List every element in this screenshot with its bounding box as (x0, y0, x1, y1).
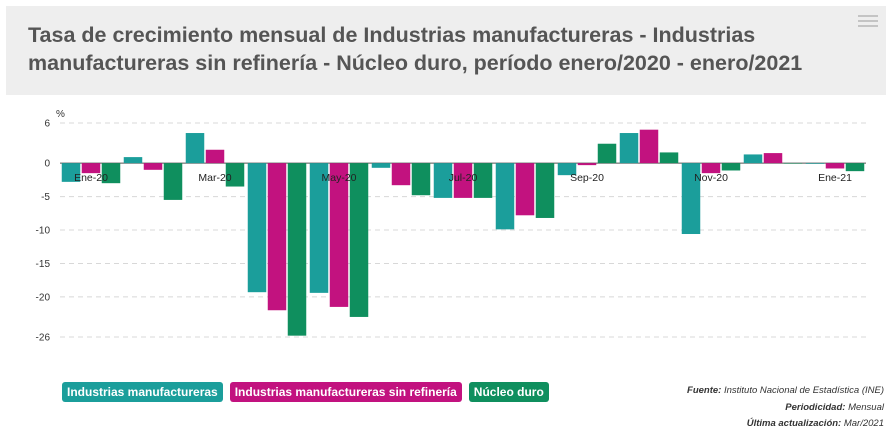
bar-industrias (433, 163, 453, 198)
chart-metadata: Fuente: Instituto Nacional de Estadístic… (687, 383, 884, 433)
bar-industrias (61, 163, 81, 182)
bar-nucleo-duro (783, 163, 803, 164)
hamburger-menu-icon[interactable] (858, 12, 878, 32)
bar-nucleo-duro (721, 163, 741, 171)
bar-nucleo-duro (411, 163, 431, 196)
y-tick-label: -26 (36, 333, 51, 344)
bar-industrias (805, 163, 825, 164)
y-tick-label: 0 (44, 159, 50, 170)
bar-nucleo-duro (225, 163, 245, 187)
bar-sin-refineria (515, 163, 535, 216)
source-value: Instituto Nacional de Estadística (INE) (724, 385, 884, 396)
bar-industrias (681, 163, 701, 235)
periodicity-label: Periodicidad: (785, 401, 846, 413)
bar-nucleo-duro (473, 163, 493, 198)
bar-industrias (123, 157, 143, 164)
bar-sin-refineria (329, 163, 349, 307)
x-tick-label: Sep-20 (570, 172, 604, 184)
bar-chart: % 6 0 -5 -10 -15 -20 -26 Ene-20 Mar-20 May-20 Jul-2… (36, 109, 866, 344)
legend-item-sin-refineria[interactable]: Industrias manufactureras sin refinería (229, 382, 462, 402)
bar-industrias (557, 163, 577, 176)
bar-nucleo-duro (659, 152, 679, 164)
bar-nucleo-duro (535, 163, 555, 218)
legend: Industrias manufactureras Industrias man… (62, 382, 549, 402)
bar-industrias (185, 133, 205, 164)
updated-line: Última actualización: Mar/2021 (687, 416, 884, 433)
x-tick-label: May-20 (321, 172, 356, 184)
y-tick-label: -15 (36, 259, 51, 270)
bar-industrias (619, 133, 639, 164)
bar-nucleo-duro (101, 163, 121, 184)
x-tick-label: Jul-20 (449, 172, 478, 184)
y-axis-unit-label: % (56, 109, 65, 120)
bar-industrias (309, 163, 329, 293)
bar-nucleo-duro (163, 163, 183, 200)
updated-label: Última actualización: (746, 418, 842, 429)
legend-item-nucleo-duro[interactable]: Núcleo duro (468, 382, 549, 402)
periodicity-line: Periodicidad: Mensual (687, 400, 884, 417)
legend-item-industrias-manufactureras[interactable]: Industrias manufactureras (62, 382, 223, 402)
bar-sin-refineria (391, 163, 411, 186)
chart-title: Tasa de crecimiento mensual de Industria… (28, 23, 803, 75)
chart-header: Tasa de crecimiento mensual de Industria… (6, 6, 886, 95)
bar-sin-refineria (143, 163, 163, 170)
bar-nucleo-duro (287, 163, 307, 336)
x-tick-label: Ene-20 (74, 172, 108, 184)
bar-sin-refineria (825, 163, 845, 169)
y-tick-label: 6 (44, 119, 50, 130)
source-line: Fuente: Instituto Nacional de Estadístic… (687, 383, 884, 400)
bar-sin-refineria (81, 163, 101, 174)
x-tick-label: Mar-20 (198, 172, 231, 184)
y-tick-label: -10 (36, 226, 51, 237)
bar-sin-refineria (639, 129, 659, 164)
x-tick-label: Nov-20 (694, 172, 728, 184)
bar-industrias (495, 163, 515, 230)
bar-industrias (371, 163, 391, 168)
periodicity-value: Mensual (848, 401, 884, 413)
y-tick-label: -5 (41, 192, 50, 203)
bar-sin-refineria (267, 163, 287, 311)
updated-value: Mar/2021 (843, 418, 884, 429)
y-tick-label: -20 (36, 292, 51, 303)
bar-nucleo-duro (349, 163, 369, 317)
bar-sin-refineria (763, 153, 783, 164)
bar-sin-refineria (453, 163, 473, 198)
source-label: Fuente: (687, 385, 722, 396)
bar-industrias (743, 154, 763, 164)
x-tick-label: Ene-21 (818, 172, 852, 184)
bar-industrias (247, 163, 267, 293)
bar-sin-refineria (205, 149, 225, 164)
bar-nucleo-duro (597, 143, 617, 164)
bar-nucleo-duro (845, 163, 865, 172)
bar-sin-refineria (701, 163, 721, 174)
bar-sin-refineria (577, 163, 597, 166)
